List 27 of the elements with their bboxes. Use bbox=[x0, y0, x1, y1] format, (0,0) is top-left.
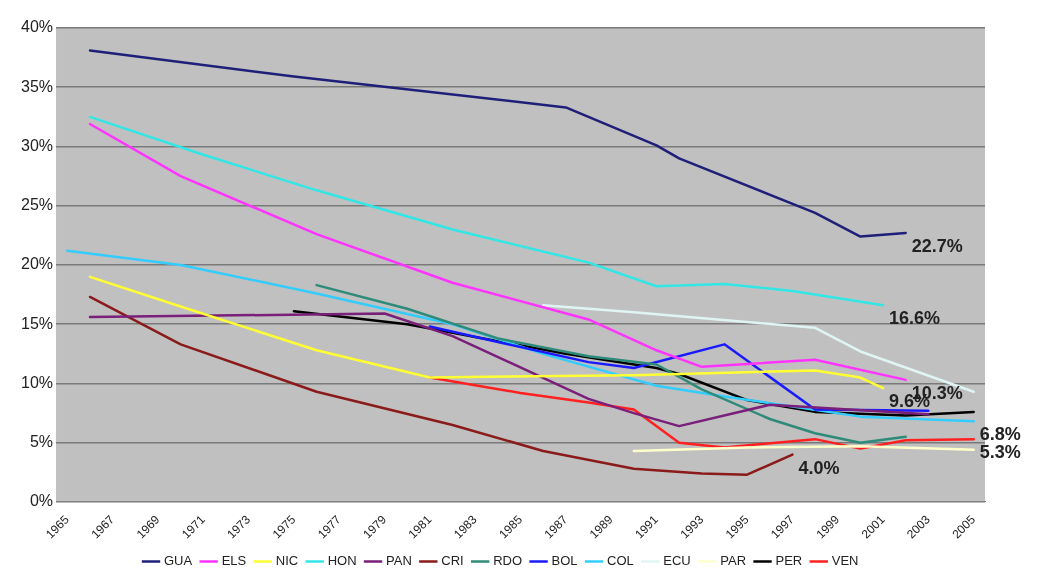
legend-label: HON bbox=[327, 553, 357, 569]
annotation: 22.7% bbox=[911, 235, 963, 256]
y-tick-label: 30% bbox=[20, 136, 54, 154]
legend-label: NIC bbox=[275, 553, 299, 569]
legend-label: PAR bbox=[720, 553, 747, 569]
y-tick-label: 40% bbox=[20, 18, 54, 36]
y-tick-label: 10% bbox=[20, 373, 54, 391]
y-tick-label: 5% bbox=[29, 433, 54, 451]
legend-label: VEN bbox=[831, 553, 859, 569]
y-tick-label: 0% bbox=[29, 492, 54, 510]
legend-label: RDO bbox=[493, 553, 523, 569]
legend-label: ELS bbox=[221, 553, 247, 569]
legend-label: GUA bbox=[164, 553, 193, 569]
legend-label: PER bbox=[775, 553, 803, 569]
legend-label: BOL bbox=[551, 553, 578, 569]
y-tick-label: 35% bbox=[20, 77, 54, 95]
annotation: 5.3% bbox=[979, 442, 1021, 463]
legend-label: ECU bbox=[663, 553, 691, 569]
annotation: 6.8% bbox=[979, 424, 1021, 445]
y-tick-label: 25% bbox=[20, 196, 54, 214]
legend-label: PAN bbox=[386, 553, 412, 569]
annotation: 16.6% bbox=[889, 308, 941, 329]
legend-label: CRI bbox=[441, 553, 464, 569]
legend-label: COL bbox=[607, 553, 634, 569]
y-tick-label: 20% bbox=[20, 255, 54, 273]
y-tick-label: 15% bbox=[20, 314, 54, 332]
annotation: 4.0% bbox=[798, 457, 840, 478]
